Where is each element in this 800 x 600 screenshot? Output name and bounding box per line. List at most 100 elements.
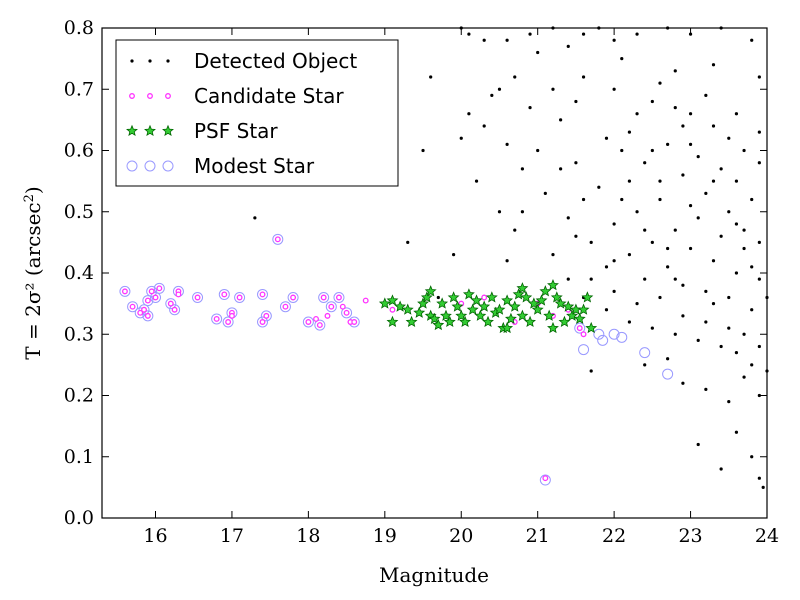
data-point bbox=[650, 99, 654, 104]
data-point bbox=[508, 300, 521, 312]
data-point bbox=[554, 297, 567, 309]
data-point bbox=[589, 369, 593, 373]
y-axis: 0.0 0.1 0.2 0.3 0.4 0.5 0.6 0.7 0.8 bbox=[64, 17, 767, 529]
data-point bbox=[171, 306, 178, 313]
data-point bbox=[727, 295, 731, 300]
data-point bbox=[513, 75, 517, 79]
data-point bbox=[225, 319, 232, 325]
data-point bbox=[612, 38, 616, 42]
legend-marker-symbol bbox=[148, 59, 152, 63]
data-point bbox=[314, 319, 326, 331]
data-point bbox=[704, 387, 708, 391]
data-point bbox=[167, 300, 174, 307]
data-point bbox=[547, 279, 559, 291]
data-point bbox=[424, 285, 437, 297]
data-point bbox=[343, 309, 350, 316]
data-point bbox=[643, 277, 647, 281]
y-tick-label: 0.6 bbox=[64, 140, 94, 162]
data-point bbox=[378, 297, 391, 309]
data-point bbox=[757, 344, 761, 349]
data-point bbox=[263, 312, 270, 319]
y-axis-label-close: ) bbox=[21, 186, 45, 194]
data-point bbox=[142, 310, 154, 322]
data-point bbox=[551, 87, 555, 91]
data-point bbox=[681, 381, 685, 385]
x-tick-label: 19 bbox=[373, 525, 397, 547]
data-point bbox=[144, 297, 151, 304]
x-tick-label: 24 bbox=[755, 525, 779, 547]
data-point bbox=[750, 38, 754, 42]
legend-marker-symbol bbox=[162, 124, 174, 137]
data-point bbox=[704, 289, 708, 293]
data-point bbox=[134, 307, 146, 319]
data-point bbox=[290, 294, 297, 301]
data-point bbox=[520, 167, 525, 171]
data-point bbox=[535, 294, 548, 306]
data-point bbox=[658, 197, 662, 202]
data-point bbox=[144, 312, 151, 319]
data-point bbox=[485, 291, 498, 303]
data-point bbox=[539, 285, 552, 297]
data-point bbox=[673, 332, 677, 336]
data-point bbox=[405, 315, 418, 328]
data-point bbox=[421, 148, 425, 153]
data-point bbox=[527, 297, 540, 309]
data-point bbox=[574, 322, 586, 334]
data-point bbox=[608, 328, 620, 340]
data-point bbox=[643, 161, 647, 165]
data-point bbox=[658, 295, 662, 300]
data-point bbox=[643, 363, 647, 367]
legend-label-detected-object: Detected Object bbox=[194, 49, 357, 73]
data-point bbox=[127, 301, 139, 313]
data-point bbox=[362, 297, 369, 304]
x-tick-label: 16 bbox=[143, 525, 167, 547]
legend-marker-symbol bbox=[126, 160, 138, 172]
data-point bbox=[531, 303, 544, 315]
data-point bbox=[612, 289, 616, 293]
data-point bbox=[576, 325, 583, 332]
data-point bbox=[581, 291, 594, 303]
legend-marker-psf-star bbox=[126, 124, 174, 137]
data-point bbox=[194, 294, 201, 301]
data-point bbox=[236, 294, 243, 301]
data-point bbox=[440, 309, 452, 321]
data-point bbox=[757, 393, 761, 398]
data-point bbox=[528, 106, 532, 110]
data-point bbox=[474, 309, 487, 321]
data-point bbox=[478, 300, 491, 312]
data-point bbox=[470, 294, 483, 306]
data-point bbox=[589, 240, 593, 244]
data-point bbox=[696, 216, 700, 220]
data-point bbox=[673, 69, 677, 73]
data-point bbox=[612, 87, 616, 91]
data-point bbox=[742, 246, 746, 251]
data-point bbox=[551, 253, 555, 257]
data-point bbox=[279, 301, 291, 313]
data-point bbox=[451, 300, 464, 312]
data-point bbox=[635, 32, 639, 36]
data-point bbox=[325, 301, 337, 313]
data-point bbox=[305, 319, 312, 325]
data-point bbox=[688, 204, 693, 208]
data-point bbox=[734, 179, 739, 183]
data-point bbox=[328, 303, 335, 310]
data-point bbox=[666, 246, 670, 251]
data-point bbox=[455, 309, 468, 321]
data-point bbox=[597, 185, 601, 189]
data-point bbox=[481, 294, 488, 301]
data-point bbox=[148, 288, 155, 295]
data-point bbox=[351, 319, 358, 325]
data-point bbox=[274, 236, 281, 243]
data-point bbox=[620, 57, 624, 61]
series-psf-star bbox=[378, 279, 598, 334]
data-point bbox=[234, 292, 246, 303]
data-point bbox=[432, 318, 445, 331]
legend-marker-symbol bbox=[165, 93, 171, 99]
data-point bbox=[742, 148, 746, 153]
data-point bbox=[658, 81, 662, 85]
x-axis-label: Magnitude bbox=[379, 563, 489, 587]
data-point bbox=[452, 253, 456, 257]
data-point bbox=[757, 240, 761, 244]
x-tick-label: 20 bbox=[449, 525, 473, 547]
data-point bbox=[681, 314, 685, 318]
